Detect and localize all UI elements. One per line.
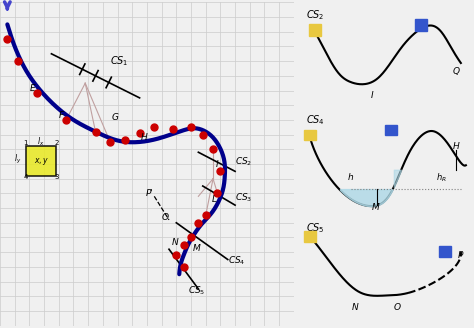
Text: 1: 1: [24, 140, 28, 146]
Text: G: G: [112, 113, 118, 122]
Bar: [310, 24, 321, 35]
Text: Q: Q: [452, 67, 459, 76]
Text: 2: 2: [55, 140, 59, 146]
Text: P: P: [457, 252, 463, 260]
Text: $CS_3$: $CS_3$: [235, 192, 253, 204]
Bar: [385, 125, 397, 135]
Text: $CS_4$: $CS_4$: [306, 113, 325, 127]
Text: h: h: [348, 173, 354, 182]
Text: P': P': [146, 189, 154, 198]
Bar: [439, 246, 451, 257]
Text: O: O: [162, 213, 169, 222]
Text: $l_x$: $l_x$: [37, 135, 45, 148]
Text: I: I: [216, 160, 219, 169]
Text: E: E: [29, 84, 35, 92]
Text: $CS_1$: $CS_1$: [110, 54, 129, 68]
Text: N: N: [172, 238, 179, 247]
Text: $CS_2$: $CS_2$: [235, 155, 253, 168]
Text: 4: 4: [24, 174, 28, 180]
Bar: [304, 231, 316, 242]
Text: $h_R$: $h_R$: [436, 171, 447, 184]
Text: H: H: [141, 133, 148, 142]
Bar: [304, 130, 316, 140]
Text: O: O: [393, 303, 401, 312]
Text: N: N: [351, 303, 358, 312]
Text: H: H: [452, 142, 459, 151]
Text: 3: 3: [55, 174, 59, 180]
Text: $x,y$: $x,y$: [34, 155, 49, 167]
Text: M: M: [192, 244, 200, 253]
Text: $CS_5$: $CS_5$: [306, 221, 325, 235]
Text: L: L: [211, 195, 217, 204]
Text: $CS_2$: $CS_2$: [306, 8, 325, 22]
Bar: [415, 19, 427, 31]
Text: I: I: [370, 92, 373, 100]
Text: $CS_5$: $CS_5$: [188, 284, 206, 297]
Text: $CS_4$: $CS_4$: [228, 255, 246, 267]
Text: M: M: [372, 203, 379, 212]
Bar: [27, 146, 56, 176]
Text: F: F: [59, 112, 64, 120]
Text: $l_y$: $l_y$: [14, 153, 21, 166]
